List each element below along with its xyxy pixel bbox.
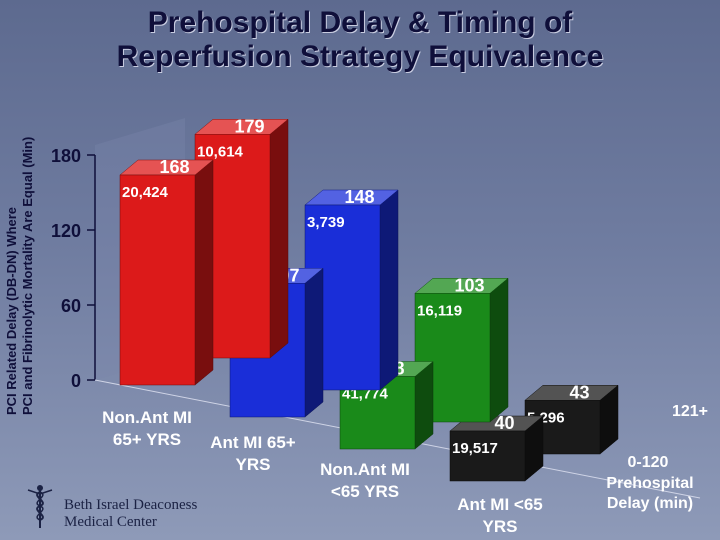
bar-side-back-1 [379,189,399,391]
logo-text-line-1: Beth Israel Deaconess [64,497,198,513]
bar-side-back-2 [489,277,509,423]
y-tick-label: 60 [61,296,81,316]
bar-value-label: 148 [344,187,374,207]
chart-title-line-2: Reperfusion Strategy Equivalence [116,40,604,73]
x-category-label: 65+ YRS [113,430,181,449]
depth-axis-label: Delay (min) [607,495,693,512]
x-category-label: YRS [236,455,271,474]
bar-count-label: 16,119 [417,302,462,319]
x-category-label: Ant MI 65+ [210,433,296,452]
caduceus-icon [27,485,53,528]
bar-side-front-2 [414,360,434,450]
depth-axis-label: Prehospital [606,475,693,492]
y-axis-label-line: PCI Related Delay (DB-DN) Where [4,207,19,415]
depth-category-label: 121+ [672,403,708,420]
bar-count-label: 3,739 [307,214,345,231]
bar-value-label: 43 [569,382,589,402]
logo-text-line-2: Medical Center [64,514,157,530]
bar-value-label: 103 [454,275,484,295]
x-category-label: <65 YRS [331,482,399,501]
bar-front-front-3 [449,430,526,482]
bar-value-label: 179 [234,116,264,136]
bar-front-front-0 [119,174,196,386]
bar-value-label: 168 [159,157,189,177]
x-category-label: YRS [483,517,518,536]
bar-side-front-1 [304,267,324,418]
x-category-label: Non.Ant MI [320,460,410,479]
y-tick-label: 0 [71,371,81,391]
y-tick-label: 120 [51,221,81,241]
x-category-label: Ant MI <65 [457,495,543,514]
chart-title-line-1: Prehospital Delay & Timing of [147,6,573,39]
y-axis-label-line: PCI and Fibrinolytic Mortality Are Equal… [20,137,35,415]
bar-value-label: 40 [494,413,514,433]
bar-side-back-0 [269,118,289,359]
y-tick-label: 180 [51,146,81,166]
bar-side-front-0 [194,159,214,386]
hospital-logo: Beth Israel Deaconess Medical Center [20,482,220,532]
bar-count-label: 19,517 [452,440,498,457]
bar-count-label: 10,614 [197,143,244,160]
depth-category-label: 0-120 [628,454,669,471]
x-category-label: Non.Ant MI [102,408,192,427]
bar-count-label: 20,424 [122,184,169,201]
